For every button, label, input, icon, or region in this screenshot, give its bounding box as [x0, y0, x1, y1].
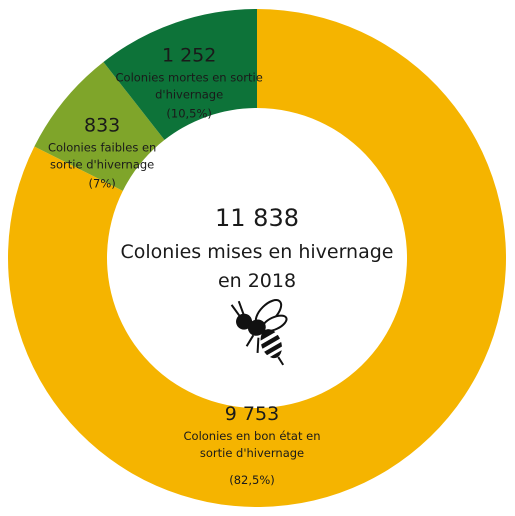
slice-desc-label: Colonies en bon état en: [184, 429, 321, 443]
slice-value-label: 833: [84, 114, 120, 136]
slice-desc-label: d'hivernage: [155, 87, 223, 101]
slice-value-label: 9 753: [225, 403, 279, 425]
slice-desc-label: Colonies mortes en sortie: [116, 70, 263, 84]
slice-percent-label: (10,5%): [166, 106, 212, 120]
slice-desc-label: sortie d'hivernage: [50, 157, 154, 171]
slice-label-1: 833 Colonies faibles en sortie d'hivernage…: [48, 114, 156, 190]
bee-icon: [230, 299, 288, 366]
slice-desc-label: Colonies faibles en: [48, 140, 156, 154]
slice-1: [34, 61, 165, 191]
slice-labels: 9 753 Colonies en bon état en sortie d'hiv…: [48, 44, 321, 487]
slice-0: [7, 9, 506, 507]
donut-slices: [7, 8, 506, 507]
center-label: 11 838 Colonies mises en hivernage en 20…: [121, 204, 394, 292]
slice-label-0: 9 753 Colonies en bon état en sortie d'hiv…: [184, 403, 321, 487]
slice-percent-label: (82,5%): [229, 473, 275, 487]
slice-label-2: 1 252 Colonies mortes en sortie d'hivernag…: [116, 44, 263, 120]
slice-percent-label: (7%): [89, 176, 116, 190]
center-total: 11 838: [215, 204, 299, 232]
slice-value-label: 1 252: [162, 44, 216, 66]
center-year: en 2018: [218, 270, 296, 292]
slice-desc-label: sortie d'hivernage: [200, 446, 304, 460]
slice-2: [103, 8, 257, 140]
center-title: Colonies mises en hivernage: [121, 241, 394, 263]
